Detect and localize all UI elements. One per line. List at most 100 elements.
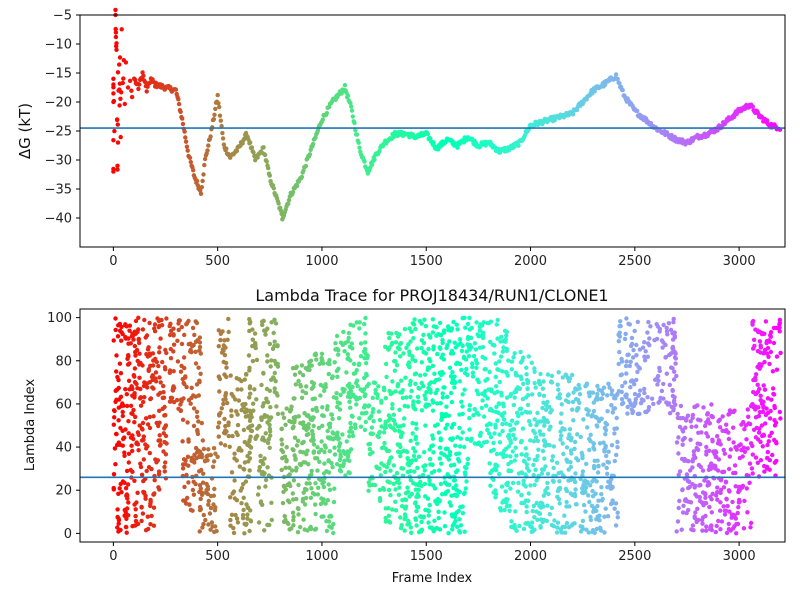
lambda-point	[123, 336, 128, 341]
lambda-point	[493, 422, 498, 428]
dg-point	[113, 34, 119, 40]
lambda-point	[502, 448, 507, 453]
lambda-point	[498, 451, 504, 456]
lambda-point	[591, 408, 597, 414]
dg-point	[221, 142, 227, 147]
lambda-point	[142, 380, 147, 385]
lambda-point	[509, 367, 514, 372]
lambda-point	[731, 512, 736, 518]
lambda-point	[272, 339, 277, 344]
lambda-point	[252, 331, 258, 336]
lambda-point	[246, 353, 252, 358]
lambda-point	[269, 320, 274, 325]
lambda-point	[221, 348, 226, 353]
lambda-point	[226, 420, 231, 425]
lambda-point	[613, 501, 619, 506]
lambda-point	[726, 430, 731, 435]
lambda-point	[585, 425, 590, 430]
lambda-point	[686, 499, 691, 504]
lambda-point	[692, 404, 697, 410]
lambda-point	[758, 393, 763, 398]
lambda-point	[201, 521, 206, 527]
lambda-point	[132, 343, 138, 349]
lambda-point	[351, 392, 356, 397]
lambda-point	[308, 524, 313, 530]
lambda-point	[742, 427, 747, 432]
lambda-point	[408, 477, 413, 483]
lambda-point	[346, 390, 351, 396]
lambda-point	[535, 410, 540, 416]
dg-point	[617, 81, 622, 86]
lambda-point	[433, 499, 438, 504]
lambda-point	[504, 329, 510, 335]
lambda-point	[561, 451, 566, 457]
lambda-point	[555, 395, 560, 400]
lambda-point	[206, 502, 211, 507]
lambda-point	[460, 392, 465, 397]
bottom-plot-frame	[79, 308, 786, 543]
lambda-point	[427, 478, 432, 483]
lambda-point	[594, 526, 599, 532]
lambda-point	[111, 422, 117, 427]
lambda-point	[181, 380, 186, 386]
lambda-point	[171, 369, 176, 374]
lambda-point	[718, 500, 723, 505]
lambda-point	[217, 413, 222, 418]
lambda-point	[758, 350, 763, 355]
lambda-point	[568, 477, 573, 482]
lambda-point	[501, 345, 506, 350]
lambda-point	[418, 528, 423, 534]
lambda-point	[192, 332, 197, 338]
lambda-point	[349, 341, 354, 346]
lambda-point	[197, 453, 203, 458]
lambda-point	[124, 468, 130, 474]
lambda-point	[396, 477, 401, 482]
lambda-point	[255, 492, 261, 497]
lambda-point	[402, 416, 407, 421]
lambda-point	[231, 530, 237, 536]
lambda-point	[196, 419, 201, 424]
lambda-point	[423, 494, 428, 499]
lambda-point	[130, 411, 135, 417]
lambda-point	[726, 466, 732, 472]
lambda-point	[304, 432, 310, 438]
bottom-scatter-series	[111, 315, 783, 536]
lambda-point	[383, 396, 388, 401]
lambda-point	[532, 457, 538, 462]
lambda-point	[293, 365, 299, 371]
lambda-point	[426, 332, 432, 338]
lambda-point	[560, 441, 565, 446]
lambda-point	[762, 463, 767, 469]
lambda-point	[405, 456, 410, 461]
lambda-point	[307, 481, 312, 486]
lambda-point	[504, 333, 509, 338]
lambda-point	[551, 465, 556, 471]
lambda-point	[423, 404, 429, 409]
lambda-point	[290, 491, 295, 496]
lambda-point	[245, 512, 250, 517]
lambda-point	[564, 504, 569, 509]
lambda-point	[443, 412, 449, 417]
lambda-point	[587, 499, 592, 505]
lambda-point	[670, 387, 675, 393]
lambda-point	[630, 355, 636, 360]
lambda-point	[168, 395, 174, 400]
lambda-point	[131, 337, 136, 342]
lambda-point	[762, 469, 767, 474]
lambda-point	[769, 397, 774, 402]
lambda-point	[116, 405, 122, 410]
lambda-point	[366, 403, 372, 408]
lambda-point	[321, 384, 326, 389]
lambda-point	[421, 383, 426, 389]
lambda-point	[216, 344, 221, 349]
lambda-point	[447, 365, 453, 370]
lambda-point	[698, 464, 703, 470]
lambda-point	[764, 340, 769, 346]
lambda-point	[269, 500, 274, 505]
lambda-point	[318, 501, 324, 507]
lambda-point	[514, 528, 519, 533]
lambda-point	[397, 442, 402, 447]
lambda-point	[498, 354, 504, 359]
lambda-point	[529, 360, 534, 365]
